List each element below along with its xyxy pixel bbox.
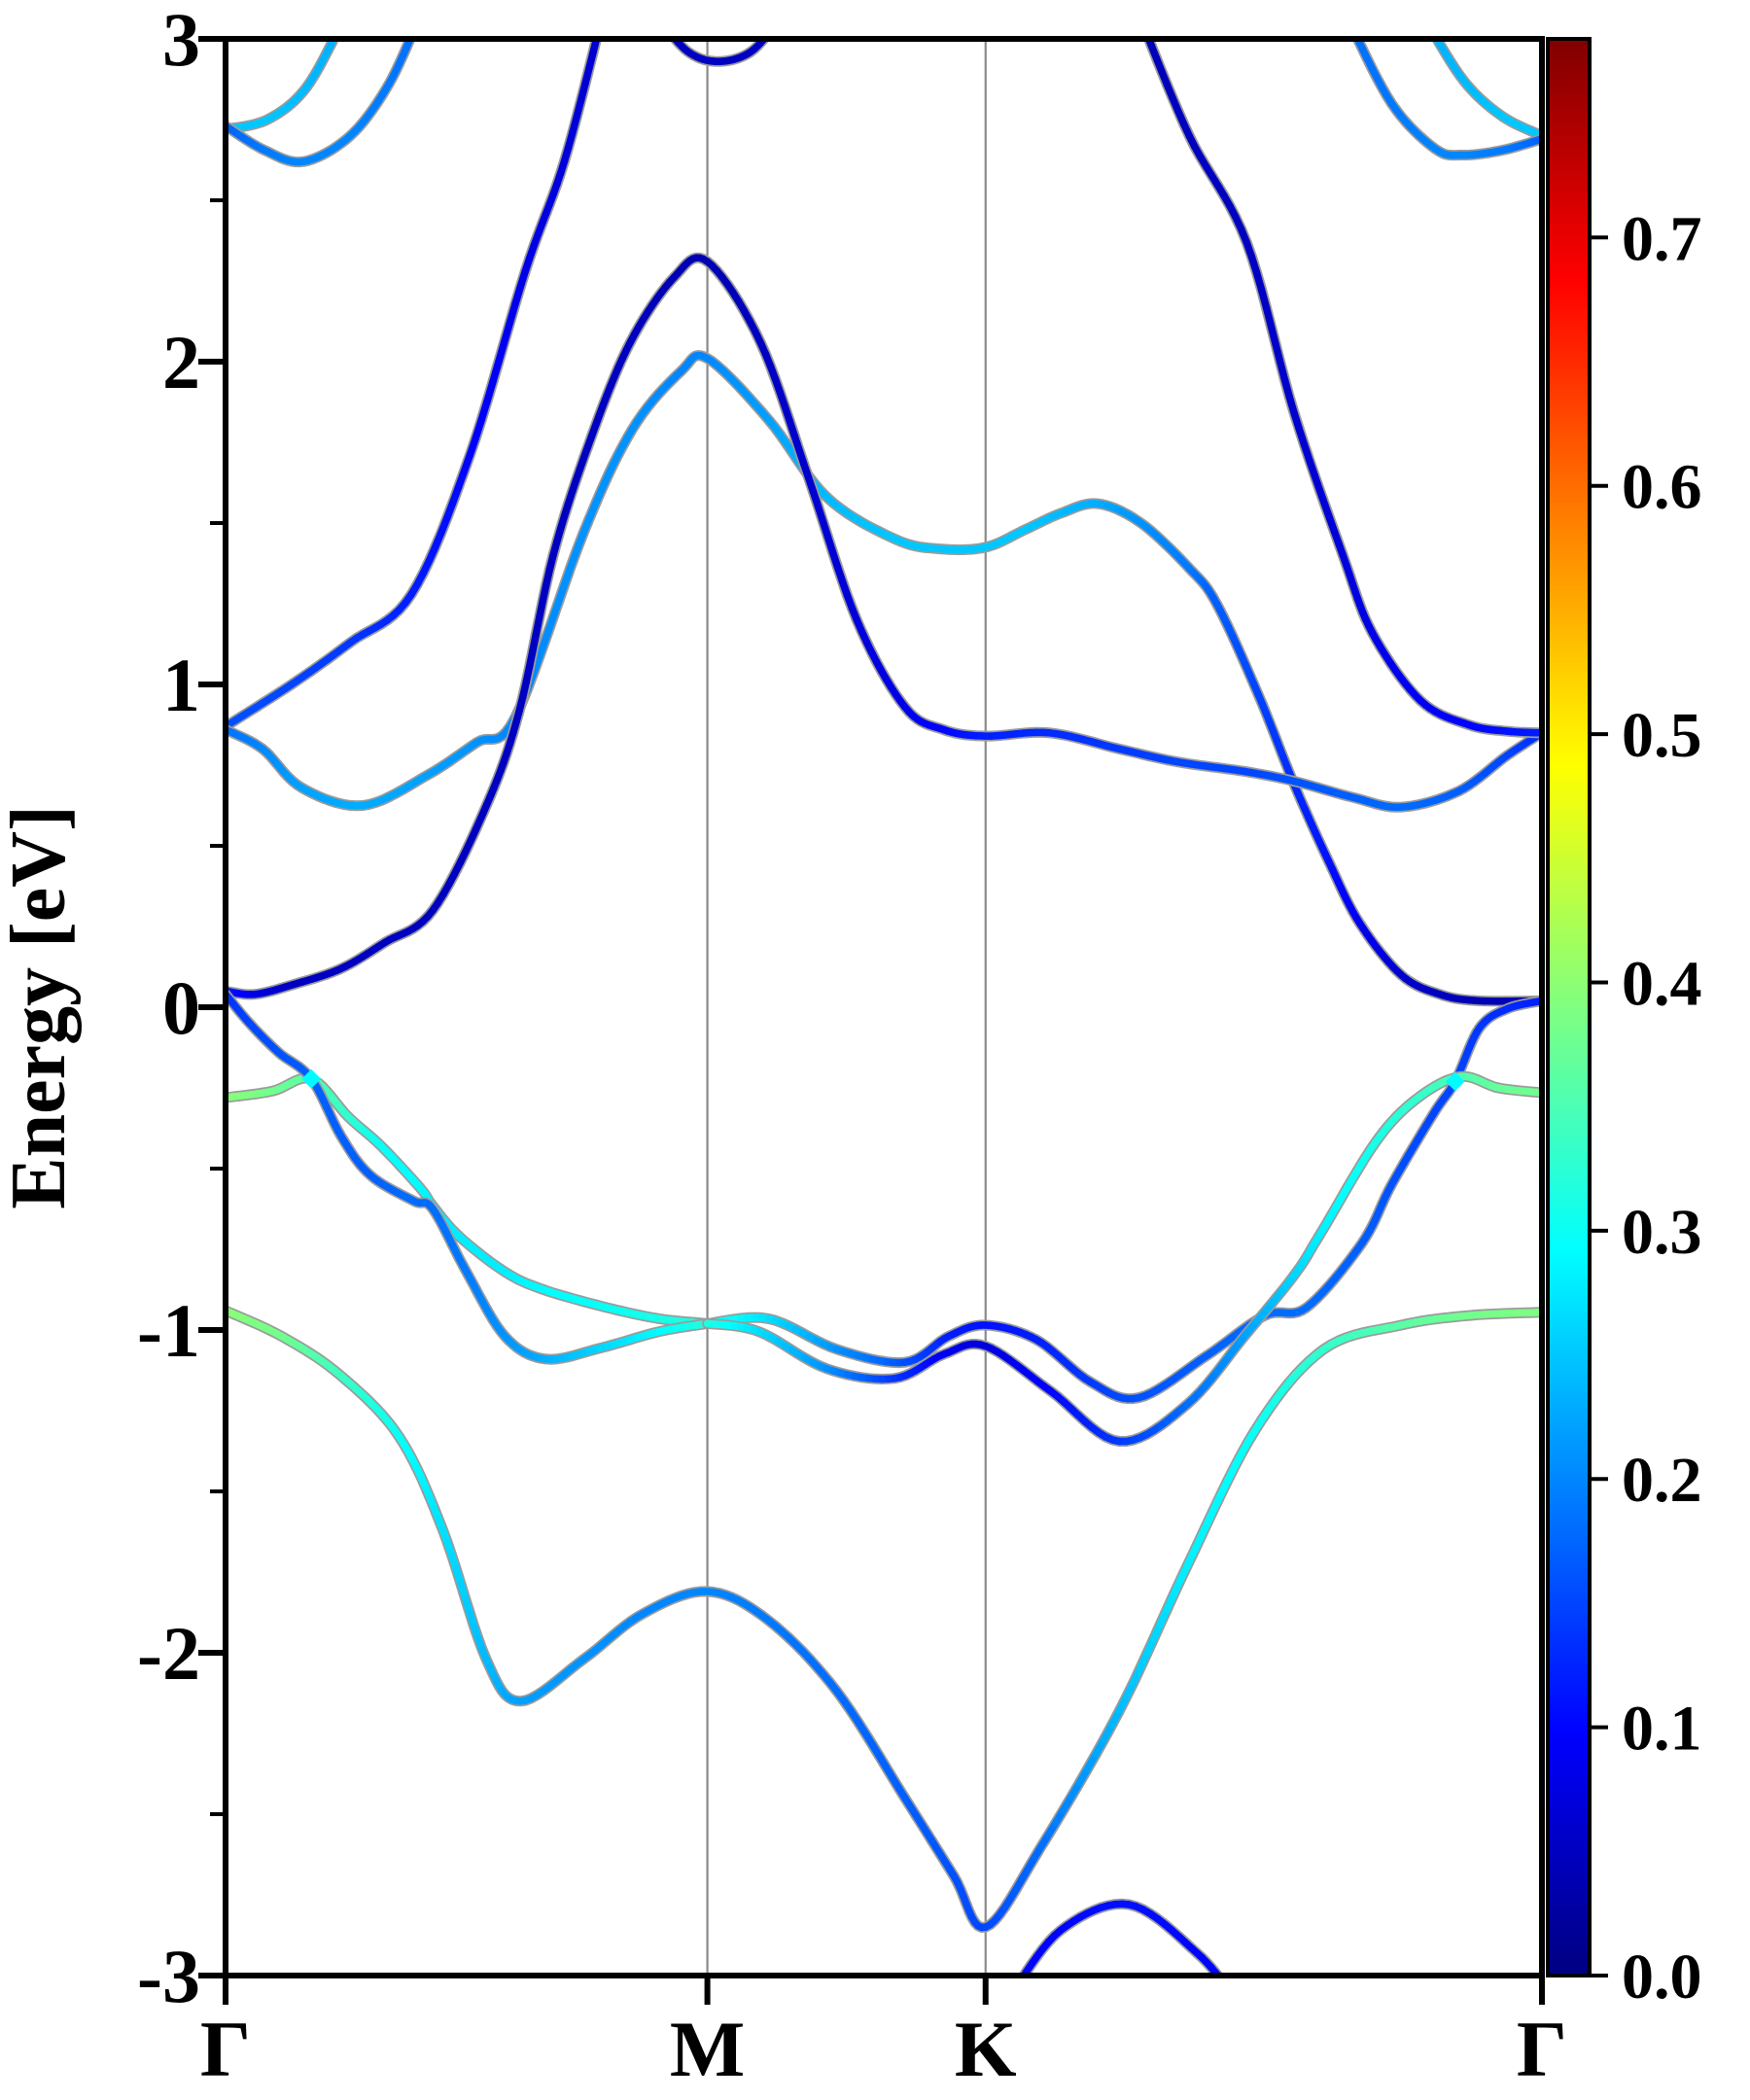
colorbar-tick-label: 0.0 bbox=[1622, 1942, 1702, 2012]
valence-mid-lower bbox=[703, 1072, 1542, 1446]
colorbar-tick-label: 0.4 bbox=[1622, 948, 1702, 1019]
valence-desc-left-outline bbox=[226, 989, 714, 1365]
valence-green-left bbox=[226, 1074, 712, 1328]
x-tick-label: Γ bbox=[200, 2005, 251, 2093]
anticrossing-dot-left bbox=[301, 1068, 322, 1089]
y-tick-label: -1 bbox=[137, 1288, 200, 1373]
colorbar-tick-label: 0.6 bbox=[1622, 452, 1702, 523]
top-right-upper bbox=[1432, 39, 1542, 140]
cyan-band bbox=[226, 351, 1542, 1005]
fermi-band bbox=[226, 254, 1542, 998]
valence-desc-left bbox=[226, 990, 712, 1363]
colorbar-ticks: 0.7 0.6 0.5 0.4 0.3 0.2 0.1 0.0 bbox=[1590, 203, 1702, 2012]
energy-bands bbox=[226, 39, 1542, 1976]
colorbar-tick-label: 0.7 bbox=[1622, 203, 1702, 274]
colorbar-tick-label: 0.3 bbox=[1622, 1197, 1702, 1268]
valence-mid-upper-outline bbox=[702, 995, 1542, 1405]
y-tick-label: 0 bbox=[162, 965, 200, 1050]
top-left-dip bbox=[226, 39, 414, 166]
valence-deep bbox=[226, 1307, 1542, 1932]
x-tick-label: K bbox=[955, 2005, 1017, 2093]
y-tick-label: 1 bbox=[162, 643, 200, 727]
x-tick-label: M bbox=[670, 2005, 745, 2093]
colorbar-tick-label: 0.1 bbox=[1622, 1694, 1702, 1765]
conduction-steep-right bbox=[1144, 39, 1542, 737]
valence-deep-outline bbox=[226, 1305, 1542, 1933]
valence-bottom-bump bbox=[1019, 1900, 1223, 1976]
colorbar-tick-label: 0.2 bbox=[1622, 1445, 1702, 1516]
valence-green-left-outline bbox=[226, 1072, 714, 1329]
conduction-steep-left bbox=[226, 39, 601, 730]
conduction-steep-left-outline bbox=[226, 39, 603, 732]
colorbar bbox=[1546, 37, 1592, 1978]
plot-frame bbox=[223, 36, 1545, 1978]
y-tick-label: -2 bbox=[137, 1611, 200, 1696]
y-tick-label: -3 bbox=[137, 1934, 200, 2018]
y-tick-label: 3 bbox=[162, 0, 200, 82]
colorbar-tick-label: 0.5 bbox=[1622, 700, 1702, 771]
anticrossing-dot-right bbox=[1445, 1071, 1465, 1092]
anticrossing-markers bbox=[301, 1068, 1465, 1092]
x-tick-label: Γ bbox=[1517, 2005, 1567, 2093]
top-center-dip bbox=[670, 39, 769, 65]
conduction-steep-right-outline bbox=[1142, 39, 1542, 739]
valence-mid-upper bbox=[703, 997, 1542, 1403]
axis-ticks bbox=[198, 36, 1545, 2005]
y-tick-label: 2 bbox=[162, 320, 200, 404]
y-axis-label: Energy [eV] bbox=[0, 805, 82, 1208]
